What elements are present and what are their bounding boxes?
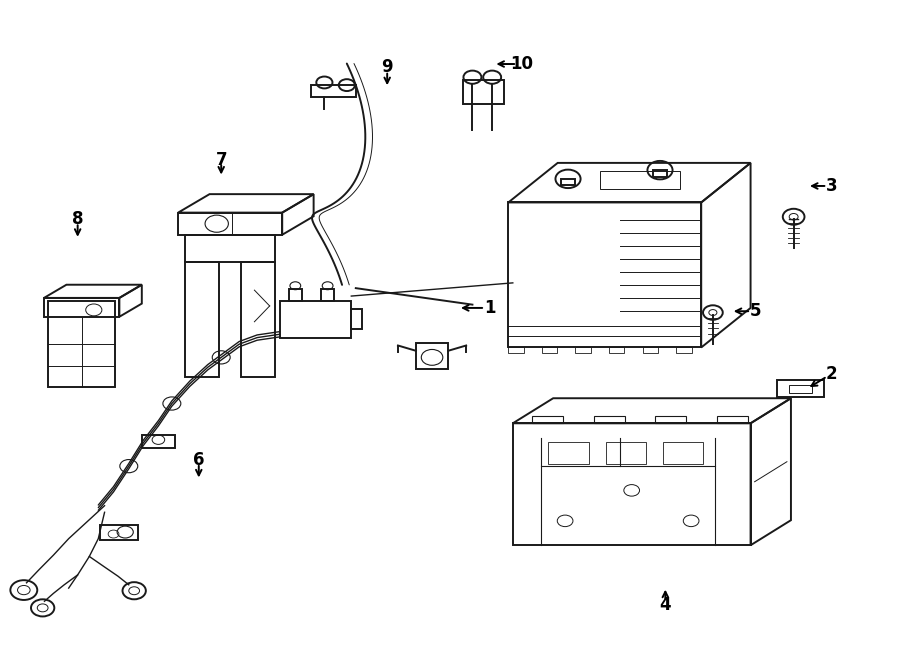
Bar [48,301,115,387]
Text: 4: 4 [660,596,671,614]
Bar [310,85,356,97]
Bar [289,289,302,301]
Bar [185,235,275,261]
Bar [100,526,138,540]
Text: 8: 8 [72,210,84,228]
Bar [594,416,625,423]
Bar [44,298,120,316]
Text: 5: 5 [750,303,760,320]
Bar [655,416,687,423]
Text: 3: 3 [825,177,837,195]
Text: 9: 9 [382,58,393,76]
Bar [778,381,824,397]
Bar [643,347,658,353]
Bar [542,347,557,353]
Bar [508,347,524,353]
Bar [717,416,748,423]
Bar [600,171,680,189]
Bar [280,301,351,338]
Bar [416,343,448,369]
Bar [513,423,751,545]
Bar [178,213,283,235]
Bar [609,347,625,353]
Bar [464,81,504,103]
Bar [676,347,691,353]
Text: 6: 6 [193,451,204,469]
Bar [142,435,175,448]
Bar [321,289,334,301]
Bar [241,261,275,377]
Bar [789,385,813,393]
Bar [662,442,703,463]
Bar [351,308,362,328]
Bar [575,347,591,353]
Text: 10: 10 [510,55,534,73]
Bar [185,261,220,377]
Text: 1: 1 [484,299,496,317]
Text: 7: 7 [215,150,227,169]
Bar [653,170,667,177]
Text: 2: 2 [825,365,837,383]
Bar [532,416,562,423]
Bar [561,179,575,185]
Bar [548,442,589,463]
Bar [508,203,701,348]
Bar [606,442,646,463]
